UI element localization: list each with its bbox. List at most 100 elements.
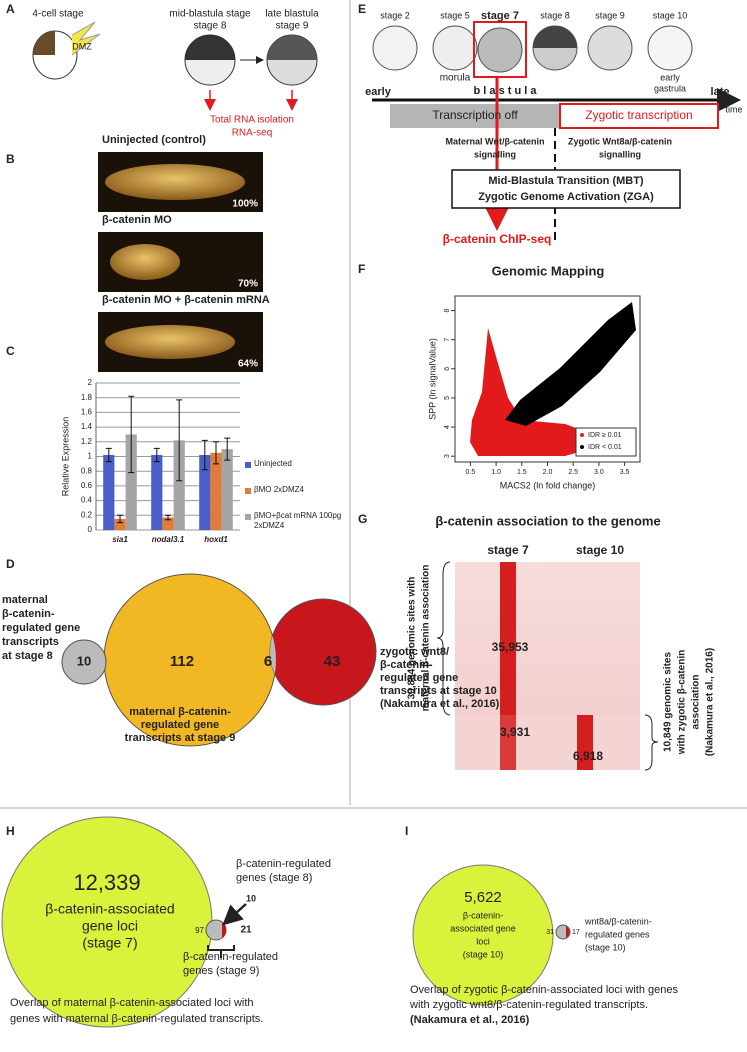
label: with zygotic wnt8/β-catenin-regulated tr… bbox=[409, 999, 648, 1011]
bar bbox=[151, 455, 163, 530]
y-axis-label: Relative Expression bbox=[60, 417, 70, 497]
label: maternal β-catenin association bbox=[421, 565, 432, 712]
panel-label: E bbox=[358, 2, 366, 16]
panel-label: H bbox=[6, 824, 15, 838]
label: (stage 10) bbox=[463, 949, 504, 959]
y-tick-label: 6 bbox=[444, 367, 451, 371]
label: late bbox=[711, 86, 730, 98]
label: regulated gene bbox=[2, 622, 80, 634]
label: Zygotic Wnt8a/β-catenin bbox=[568, 136, 672, 146]
error-bar bbox=[117, 514, 123, 524]
label: Total RNA isolation bbox=[210, 115, 294, 126]
legend-swatch bbox=[245, 488, 251, 494]
venn-count: 43 bbox=[324, 653, 341, 670]
error-bar bbox=[165, 514, 171, 521]
label: transcripts bbox=[2, 636, 59, 648]
label: signalling bbox=[474, 149, 516, 159]
y-tick-label: 0.8 bbox=[81, 466, 93, 475]
venn-count: 6 bbox=[264, 653, 272, 670]
x-axis-label: MACS2 (ln fold change) bbox=[500, 480, 596, 490]
error-bar bbox=[201, 439, 208, 471]
y-tick-label: 1.8 bbox=[81, 393, 93, 402]
label: association bbox=[691, 674, 702, 729]
label: loci bbox=[476, 936, 490, 946]
legend-item: βMO+βcat mRNA 100pg 2xDMZ4 bbox=[254, 511, 342, 530]
chart-title: Genomic Mapping bbox=[492, 263, 605, 278]
panel-label: G bbox=[358, 512, 367, 526]
x-tick-label: 2.0 bbox=[543, 469, 553, 476]
label: at stage 8 bbox=[2, 650, 53, 662]
label: (stage 10) bbox=[585, 942, 626, 952]
bar bbox=[103, 455, 115, 530]
stage-label: stage 7 bbox=[481, 10, 519, 22]
x-tick-label: 1.5 bbox=[517, 469, 527, 476]
label: RNA-seq bbox=[232, 128, 273, 139]
label: (Nakamura et al., 2016) bbox=[705, 648, 716, 756]
x-tick-label: sia1 bbox=[112, 535, 128, 544]
x-tick-label: 3.0 bbox=[594, 469, 604, 476]
label: gastrula bbox=[654, 83, 686, 93]
label: stage 8 bbox=[194, 21, 227, 32]
panel-label: D bbox=[6, 557, 15, 571]
condition-label: Uninjected (control) bbox=[102, 134, 206, 146]
y-tick-label: 7 bbox=[444, 338, 451, 342]
x-tick-label: 0.5 bbox=[466, 469, 476, 476]
label: transcripts at stage 10 bbox=[380, 685, 497, 697]
percent-label: 64% bbox=[238, 359, 258, 370]
count-label: 3,931 bbox=[500, 725, 530, 739]
y-tick-label: 5 bbox=[444, 396, 451, 400]
legend-box bbox=[575, 427, 637, 457]
stage-label: stage 5 bbox=[440, 10, 470, 20]
label: stage 10 bbox=[576, 543, 624, 557]
label: genes (stage 9) bbox=[183, 965, 259, 977]
label: 39,884 genomic sites with bbox=[407, 577, 418, 700]
label: 17 bbox=[572, 929, 580, 936]
panel-label: F bbox=[358, 262, 365, 276]
chart-title: β-catenin association to the genome bbox=[435, 513, 660, 528]
label: morula bbox=[440, 73, 471, 84]
y-tick-label: 2 bbox=[88, 378, 93, 387]
bar bbox=[210, 452, 222, 530]
label: early bbox=[660, 72, 680, 82]
legend-item: Uninjected bbox=[254, 459, 292, 468]
panel-label: B bbox=[6, 152, 15, 166]
y-tick-label: 4 bbox=[444, 425, 451, 429]
y-tick-label: 0 bbox=[88, 525, 93, 534]
label: wnt8a/β-catenin- bbox=[584, 916, 652, 926]
total-label: 12,339 bbox=[73, 870, 140, 895]
total-label: 5,622 bbox=[464, 889, 502, 906]
label: 97 bbox=[195, 926, 204, 935]
label: 21 bbox=[240, 925, 252, 936]
error-bar bbox=[224, 437, 231, 461]
stage-label: stage 2 bbox=[380, 10, 410, 20]
stage-label: 4-cell stage bbox=[32, 9, 84, 20]
x-tick-label: 3.5 bbox=[620, 469, 630, 476]
label: (Nakamura et al., 2016) bbox=[380, 698, 500, 710]
panel-label: C bbox=[6, 344, 15, 358]
bar bbox=[125, 434, 137, 530]
x-tick-label: hoxd1 bbox=[204, 535, 228, 544]
label: gene loci bbox=[82, 918, 138, 934]
bar bbox=[114, 518, 126, 530]
y-tick-label: 1.2 bbox=[81, 437, 93, 446]
y-tick-label: 3 bbox=[444, 454, 451, 458]
y-tick-label: 1.4 bbox=[81, 422, 93, 431]
label: Maternal Wnt/β-catenin bbox=[446, 136, 545, 146]
label: late blastula bbox=[265, 9, 319, 20]
stage-label: stage 9 bbox=[595, 10, 625, 20]
legend-label: IDR < 0.01 bbox=[588, 444, 622, 451]
label: β-catenin- bbox=[380, 659, 433, 671]
y-tick-label: 8 bbox=[444, 309, 451, 313]
label: Overlap of zygotic β-catenin-associated … bbox=[410, 984, 679, 996]
label: stage 7 bbox=[487, 543, 529, 557]
layout bbox=[0, 0, 747, 1028]
legend-label: βMO+βcat mRNA 100pg 2xDMZ4 bbox=[254, 511, 342, 530]
label: Overlap of maternal β-catenin-associated… bbox=[10, 997, 254, 1009]
label: time bbox=[725, 104, 742, 114]
label: Transcription off bbox=[432, 108, 518, 122]
label: stage 9 bbox=[276, 21, 309, 32]
bar bbox=[173, 440, 185, 530]
panel-label: I bbox=[405, 824, 408, 838]
label: 10,849 genomic sites bbox=[663, 652, 674, 752]
